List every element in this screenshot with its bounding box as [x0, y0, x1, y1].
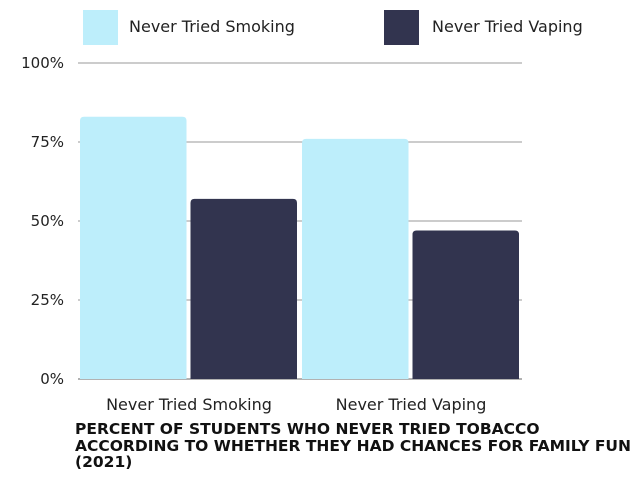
bar [412, 230, 519, 379]
x-tick-label: Never Tried Smoking [106, 395, 272, 414]
y-tick-label: 100% [21, 54, 64, 72]
y-tick-label: 75% [31, 133, 64, 151]
legend-label: Never Tried Smoking [129, 17, 295, 36]
bar [190, 198, 297, 379]
legend-swatch [83, 10, 118, 45]
legend-swatch [384, 10, 419, 45]
bars [80, 116, 519, 379]
legend-label: Never Tried Vaping [432, 17, 583, 36]
bar [302, 138, 409, 379]
x-axis-labels: Never Tried Smoking Never Tried Vaping [106, 395, 486, 414]
y-tick-label: 25% [31, 291, 64, 309]
bar-chart: 0%25%50%75%100% Never Tried Smoking Never… [21, 10, 583, 414]
chart-title: PERCENT OF STUDENTS WHO NEVER TRIED TOBA… [75, 420, 631, 471]
x-tick-label: Never Tried Vaping [336, 395, 487, 414]
legend: Never Tried Smoking Never Tried Vaping [83, 10, 583, 45]
y-tick-label: 0% [40, 370, 64, 388]
y-tick-label: 50% [31, 212, 64, 230]
bar [80, 116, 187, 379]
y-axis-ticks: 0% 25% 50% 75% 100% [21, 54, 64, 388]
